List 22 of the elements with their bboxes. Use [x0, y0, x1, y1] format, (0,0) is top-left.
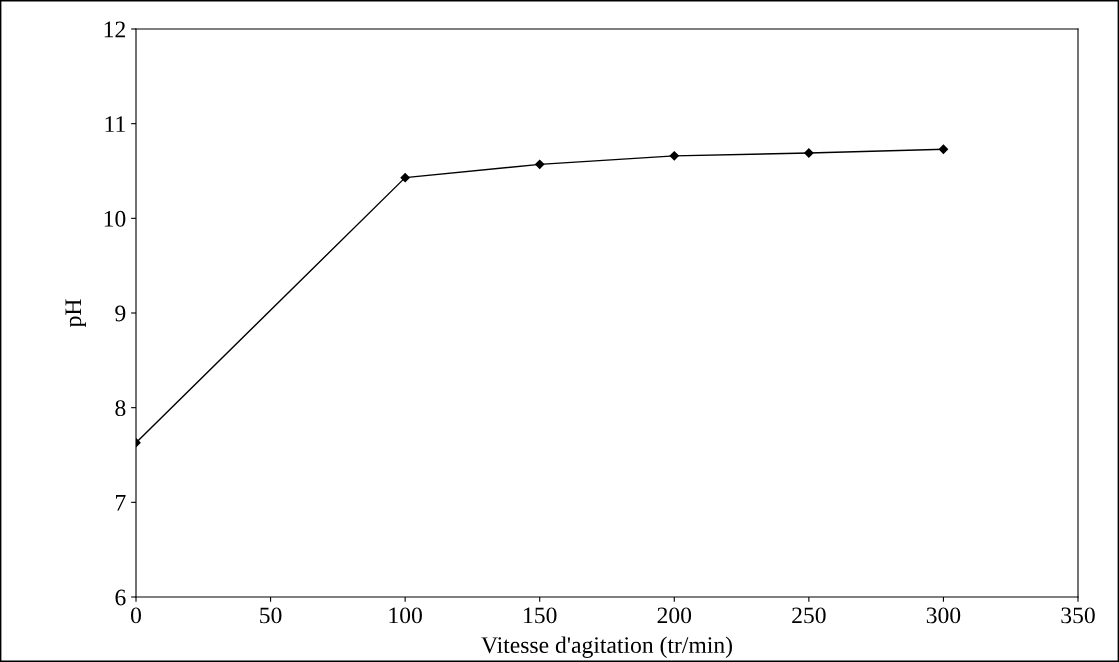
x-tick-label: 200	[657, 607, 692, 624]
x-tick-label: 250	[792, 607, 826, 624]
y-tick-label: 11	[105, 116, 125, 132]
point	[400, 173, 410, 183]
point	[938, 144, 949, 154]
y-axis-title: pH	[65, 299, 86, 328]
y-tick-label: 12	[104, 21, 125, 38]
x-tick-label: 50	[260, 607, 282, 624]
x-axis-title: Vitesse d'agitation (tr/min)	[481, 636, 732, 658]
y-tick-label: 6	[115, 589, 126, 606]
point	[535, 159, 545, 169]
x-tick-label: 100	[389, 607, 422, 624]
y-tick-label: 7	[116, 495, 126, 511]
x-tick-label: 0	[131, 607, 141, 624]
x-tick-label: 300	[926, 607, 961, 624]
y-tick-label: 10	[104, 210, 126, 227]
y-tick-label: 8	[115, 400, 126, 417]
x-tick-label: 350	[1061, 607, 1095, 624]
point	[804, 148, 814, 158]
point	[669, 151, 679, 161]
y-tick-label: 9	[115, 305, 126, 322]
x-tick-label: 150	[524, 607, 557, 624]
